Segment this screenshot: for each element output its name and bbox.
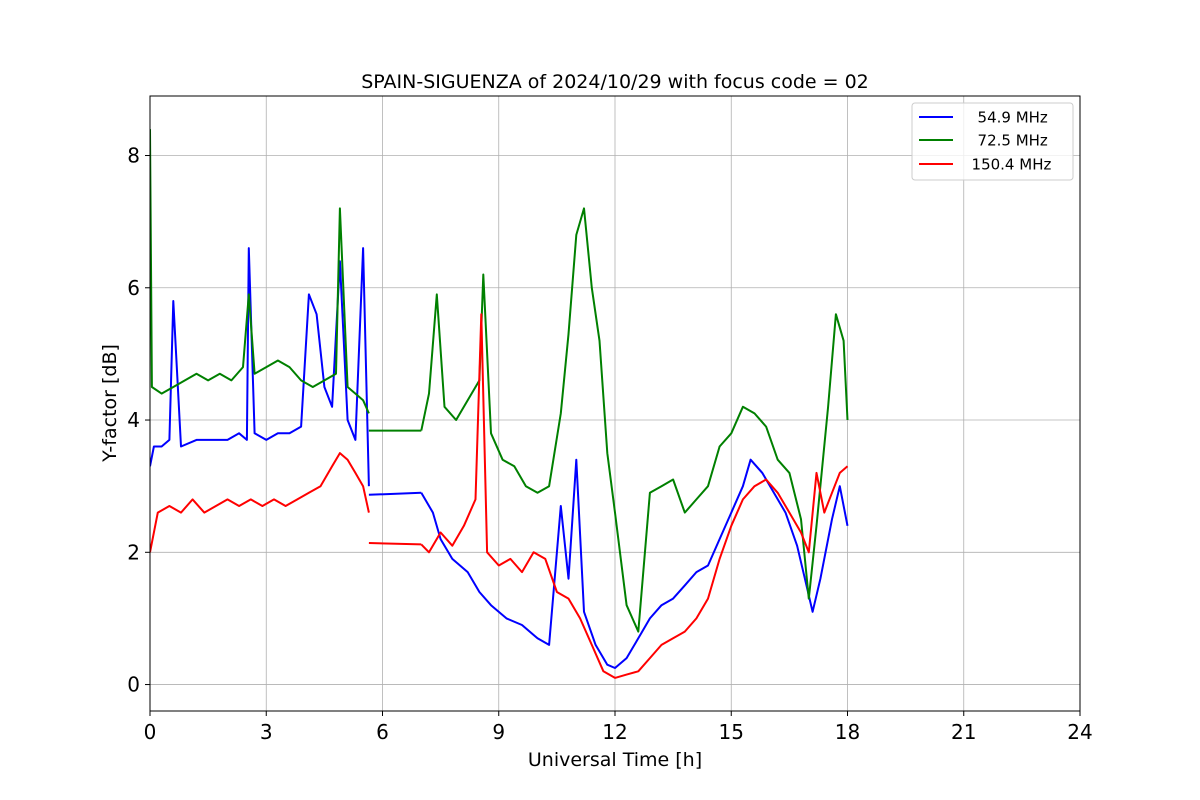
y-axis-label: Y-factor [dB]: [99, 344, 121, 463]
legend-label-54-9: 54.9 MHz: [968, 109, 1048, 127]
series-lines: [150, 129, 849, 679]
series-2-segment-1: [368, 542, 422, 546]
x-tick-label: 24: [1067, 720, 1092, 744]
series-0-segment-2: [420, 458, 849, 669]
y-tick-label: 6: [127, 276, 140, 300]
legend: 54.9 MHz 72.5 MHz 150.4 MHz: [911, 102, 1074, 181]
x-tick-label: 9: [492, 720, 505, 744]
x-tick-label: 6: [376, 720, 389, 744]
legend-box: [911, 102, 1074, 181]
chart-title: SPAIN-SIGUENZA of 2024/10/29 with focus …: [361, 71, 869, 93]
series-0-segment-1: [368, 491, 422, 496]
x-tick-label: 18: [835, 720, 860, 744]
series-1-line: [150, 129, 849, 633]
grid: [150, 96, 1080, 711]
series-2-line: [150, 313, 849, 679]
x-tick-label: 0: [144, 720, 157, 744]
legend-label-150-4: 150.4 MHz: [962, 156, 1051, 174]
y-tick-label: 8: [127, 144, 140, 168]
series-1-segment-2: [420, 207, 849, 633]
legend-label-72-5: 72.5 MHz: [968, 132, 1048, 150]
x-tick-label: 3: [260, 720, 273, 744]
y-tick-label: 0: [127, 673, 140, 697]
series-1-segment-0: [150, 129, 370, 414]
x-tick-label: 12: [602, 720, 627, 744]
x-tick-label: 15: [719, 720, 744, 744]
y-tick-label: 4: [127, 408, 140, 432]
series-2-segment-0: [150, 452, 370, 553]
x-axis-label: Universal Time [h]: [528, 749, 702, 771]
series-2-segment-2: [420, 313, 849, 679]
x-tick-label: 21: [951, 720, 976, 744]
y-tick-label: 2: [127, 540, 140, 564]
